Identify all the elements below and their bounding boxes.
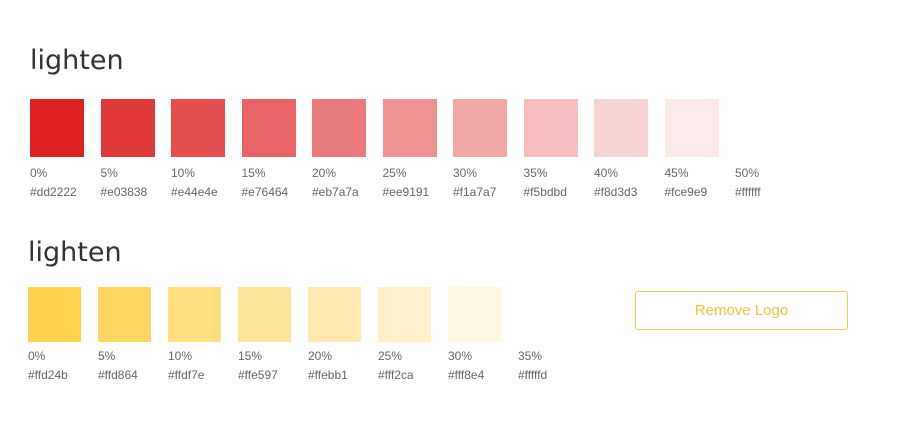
remove-logo-button[interactable]: Remove Logo [635, 291, 848, 330]
color-swatch [98, 287, 151, 342]
swatch-hex: #ffd864 [98, 368, 138, 382]
swatch-hex: #dd2222 [30, 185, 77, 199]
color-swatch [453, 99, 507, 157]
color-swatch [28, 287, 81, 342]
swatch-percent: 50% [735, 166, 760, 180]
swatch-hex: #eb7a7a [312, 185, 359, 199]
swatch-hex: #ffe597 [238, 368, 278, 382]
swatch-hex: #fce9e9 [664, 185, 708, 199]
color-swatch [308, 287, 361, 342]
swatch-percent: 25% [378, 349, 403, 363]
swatch-hex: #f8d3d3 [594, 185, 638, 199]
swatch-hex: #fff8e4 [448, 368, 485, 382]
swatch-percent: 30% [448, 349, 473, 363]
color-swatch [448, 287, 501, 342]
section-title: lighten [30, 45, 124, 76]
swatch-hex: #e03838 [100, 185, 148, 199]
swatch-percent: 25% [382, 166, 407, 180]
color-swatch [100, 99, 155, 157]
color-swatch [241, 99, 296, 157]
color-swatch [382, 99, 437, 157]
color-swatch [168, 287, 221, 342]
color-swatch [378, 287, 431, 342]
swatch-percent: 20% [312, 166, 337, 180]
swatch-percent: 15% [241, 166, 266, 180]
color-swatch [735, 99, 789, 157]
swatch-hex: #ffdf7e [168, 368, 205, 382]
swatch-percent: 5% [98, 349, 116, 363]
swatch-hex: #ffd24b [28, 368, 68, 382]
swatch-percent: 5% [100, 166, 118, 180]
swatch-hex: #ffffff [735, 185, 761, 199]
swatch-percent: 40% [594, 166, 619, 180]
swatch-percent: 35% [523, 166, 548, 180]
swatch-hex: #f5bdbd [523, 185, 567, 199]
swatch-hex: #ee9191 [382, 185, 430, 199]
color-swatch [594, 99, 648, 157]
swatch-percent: 35% [518, 349, 543, 363]
swatch-percent: 20% [308, 349, 333, 363]
section-title: lighten [28, 237, 122, 268]
swatch-percent: 45% [664, 166, 689, 180]
swatch-percent: 0% [28, 349, 46, 363]
swatch-percent: 0% [30, 166, 48, 180]
swatch-hex: #e76464 [241, 185, 289, 199]
swatch-hex: #fff2ca [378, 368, 414, 382]
color-swatch [312, 99, 366, 157]
color-swatch [238, 287, 291, 342]
color-swatch [664, 99, 719, 157]
swatch-hex: #e44e4e [171, 185, 218, 199]
color-swatch [518, 287, 571, 342]
swatch-percent: 30% [453, 166, 478, 180]
color-swatch [30, 99, 84, 157]
color-swatch [171, 99, 225, 157]
swatch-percent: 15% [238, 349, 263, 363]
swatch-hex: #f1a7a7 [453, 185, 497, 199]
swatch-percent: 10% [171, 166, 196, 180]
swatch-hex: #ffebb1 [308, 368, 348, 382]
color-swatch [523, 99, 578, 157]
swatch-percent: 10% [168, 349, 193, 363]
swatch-hex: #fffffd [518, 368, 548, 382]
